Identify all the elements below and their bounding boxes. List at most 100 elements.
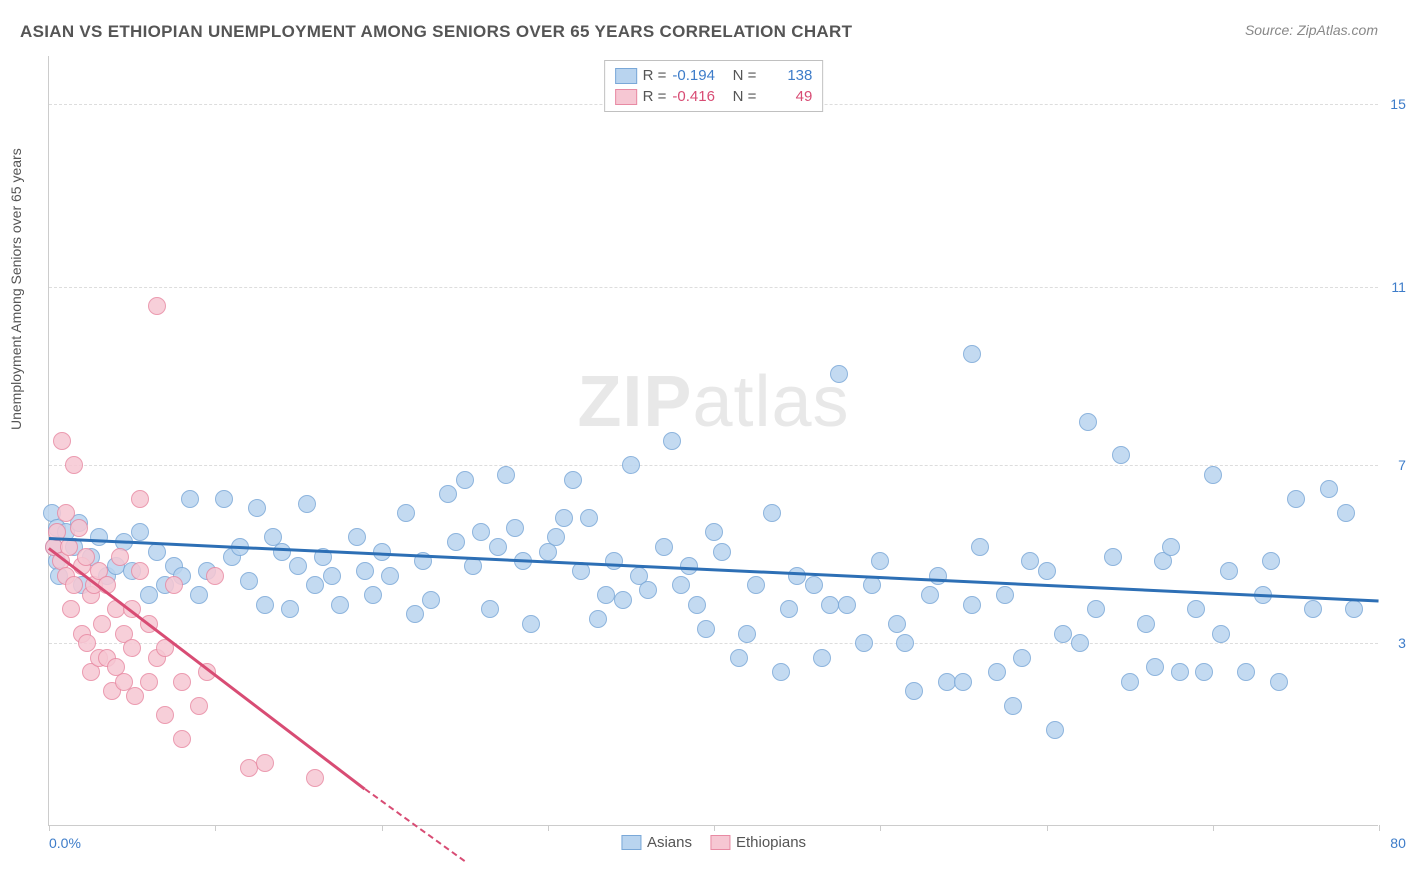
y-tick-label: 15.0%: [1390, 96, 1406, 112]
data-point: [1121, 673, 1139, 691]
data-point: [190, 697, 208, 715]
data-point: [1287, 490, 1305, 508]
data-point: [464, 557, 482, 575]
data-point: [57, 504, 75, 522]
data-point: [131, 523, 149, 541]
data-point: [597, 586, 615, 604]
y-tick-label: 3.8%: [1398, 635, 1406, 651]
data-point: [165, 576, 183, 594]
data-point: [705, 523, 723, 541]
data-point: [1087, 600, 1105, 618]
data-point: [905, 682, 923, 700]
data-point: [738, 625, 756, 643]
data-point: [190, 586, 208, 604]
data-point: [963, 345, 981, 363]
data-point: [62, 600, 80, 618]
data-point: [1162, 538, 1180, 556]
data-point: [281, 600, 299, 618]
x-max-label: 80.0%: [1390, 835, 1406, 851]
watermark-light: atlas: [692, 362, 849, 442]
watermark: ZIPatlas: [577, 361, 849, 443]
data-point: [1112, 446, 1130, 464]
watermark-bold: ZIP: [577, 362, 692, 442]
stats-n-value: 138: [762, 67, 812, 84]
data-point: [140, 586, 158, 604]
y-tick-label: 7.5%: [1398, 457, 1406, 473]
data-point: [1104, 548, 1122, 566]
data-point: [863, 576, 881, 594]
data-point: [522, 615, 540, 633]
data-point: [988, 663, 1006, 681]
chart-title: ASIAN VS ETHIOPIAN UNEMPLOYMENT AMONG SE…: [20, 22, 852, 42]
data-point: [780, 600, 798, 618]
data-point: [1187, 600, 1205, 618]
data-point: [954, 673, 972, 691]
source-name: ZipAtlas.com: [1297, 22, 1378, 38]
data-point: [206, 567, 224, 585]
stats-r-label: R =: [643, 67, 667, 84]
data-point: [215, 490, 233, 508]
trend-line-extension: [364, 788, 465, 862]
data-point: [497, 466, 515, 484]
data-point: [805, 576, 823, 594]
legend-item: Asians: [621, 834, 692, 851]
gridline: [49, 465, 1378, 466]
data-point: [688, 596, 706, 614]
data-point: [156, 706, 174, 724]
data-point: [140, 673, 158, 691]
data-point: [65, 456, 83, 474]
data-point: [772, 663, 790, 681]
data-point: [788, 567, 806, 585]
stats-row: R =-0.194 N =138: [615, 65, 813, 86]
y-axis-label: Unemployment Among Seniors over 65 years: [8, 148, 24, 430]
data-point: [747, 576, 765, 594]
source-prefix: Source:: [1245, 22, 1297, 38]
legend-swatch: [710, 835, 730, 850]
data-point: [639, 581, 657, 599]
data-point: [614, 591, 632, 609]
data-point: [1304, 600, 1322, 618]
data-point: [472, 523, 490, 541]
data-point: [364, 586, 382, 604]
data-point: [131, 562, 149, 580]
data-point: [53, 432, 71, 450]
data-point: [547, 528, 565, 546]
data-point: [298, 495, 316, 513]
data-point: [1079, 413, 1097, 431]
data-point: [871, 552, 889, 570]
x-tick: [1379, 825, 1380, 831]
data-point: [1004, 697, 1022, 715]
data-point: [1013, 649, 1031, 667]
correlation-stats-box: R =-0.194 N =138R =-0.416 N =49: [604, 60, 824, 112]
data-point: [148, 543, 166, 561]
x-tick: [1047, 825, 1048, 831]
x-tick: [880, 825, 881, 831]
data-point: [123, 639, 141, 657]
data-point: [1038, 562, 1056, 580]
data-point: [996, 586, 1014, 604]
x-tick: [1213, 825, 1214, 831]
data-point: [1337, 504, 1355, 522]
data-point: [148, 297, 166, 315]
data-point: [589, 610, 607, 628]
data-point: [240, 759, 258, 777]
data-point: [555, 509, 573, 527]
x-tick: [215, 825, 216, 831]
data-point: [70, 519, 88, 537]
data-point: [1146, 658, 1164, 676]
data-point: [1071, 634, 1089, 652]
data-point: [1237, 663, 1255, 681]
data-point: [306, 769, 324, 787]
data-point: [622, 456, 640, 474]
data-point: [971, 538, 989, 556]
data-point: [672, 576, 690, 594]
data-point: [605, 552, 623, 570]
data-point: [1262, 552, 1280, 570]
data-point: [331, 596, 349, 614]
data-point: [655, 538, 673, 556]
data-point: [456, 471, 474, 489]
data-point: [821, 596, 839, 614]
data-point: [397, 504, 415, 522]
source-attribution: Source: ZipAtlas.com: [1245, 22, 1378, 38]
data-point: [506, 519, 524, 537]
